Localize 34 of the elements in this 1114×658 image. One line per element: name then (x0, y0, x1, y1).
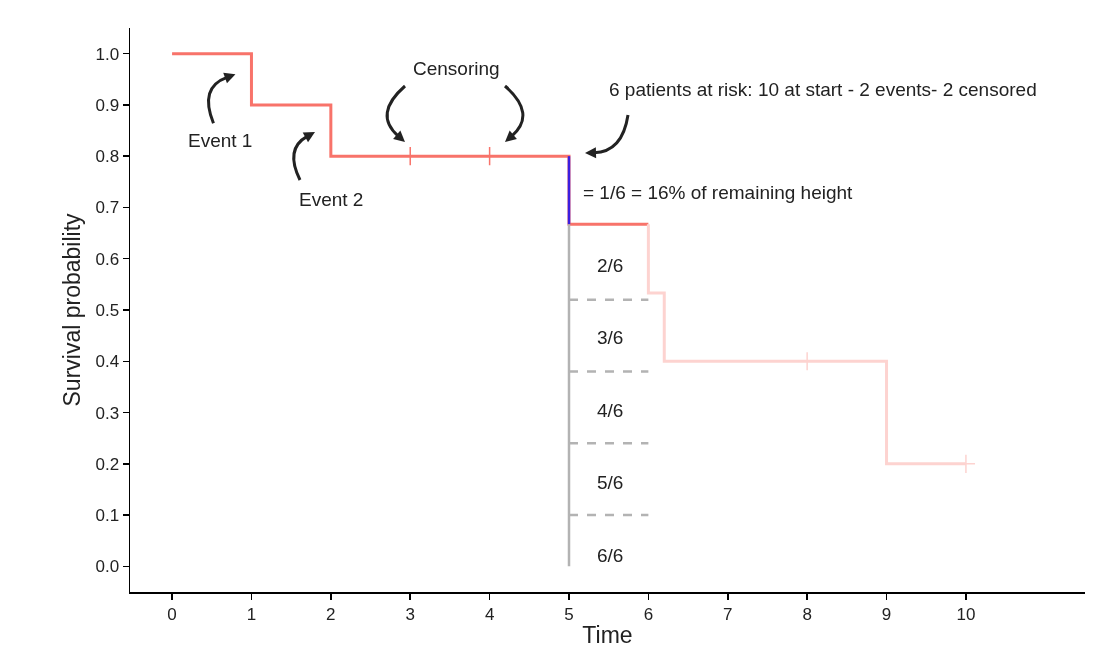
x-tick-label: 10 (956, 604, 976, 624)
x-tick-label: 1 (246, 604, 257, 624)
y-tick-label: 0.5 (95, 300, 120, 320)
y-tick-label: 0.8 (95, 147, 120, 167)
y-tick-label: 0.9 (95, 95, 120, 115)
annotation: 6 patients at risk: 10 at start - 2 events- 2 censored (609, 79, 1037, 100)
y-tick-label: 0.4 (95, 352, 120, 372)
x-tick-label: 3 (405, 604, 415, 624)
y-tick-label: 0.6 (95, 249, 120, 269)
annotation: Event 2 (299, 189, 364, 210)
y-tick-label: 1.0 (95, 44, 120, 64)
y-tick-label: 0.7 (95, 198, 120, 218)
x-tick-label: 0 (167, 604, 177, 624)
annotation: 4/6 (597, 400, 624, 421)
annotation: 3/6 (597, 327, 624, 348)
x-axis-title: Time (582, 622, 633, 649)
x-tick-label: 5 (564, 604, 574, 624)
x-tick-label: 4 (484, 604, 495, 624)
x-tick-label: 2 (326, 604, 336, 624)
annotation: 6/6 (597, 545, 624, 566)
annotation: Censoring (413, 58, 500, 79)
y-tick-label: 0.3 (95, 403, 120, 423)
annotation: 2/6 (597, 255, 624, 276)
y-axis-title: Survival probability (59, 212, 86, 407)
y-tick-label: 0.1 (95, 506, 120, 526)
x-tick-label: 8 (802, 604, 812, 624)
y-tick-label: 0.0 (95, 557, 120, 577)
annotation: 5/6 (597, 472, 624, 493)
x-tick-label: 7 (723, 604, 733, 624)
x-tick-label: 9 (881, 604, 892, 624)
annotation: = 1/6 = 16% of remaining height (583, 182, 854, 203)
x-tick-label: 6 (643, 604, 654, 624)
y-tick-label: 0.2 (95, 454, 120, 474)
annotation: Event 1 (188, 130, 253, 151)
